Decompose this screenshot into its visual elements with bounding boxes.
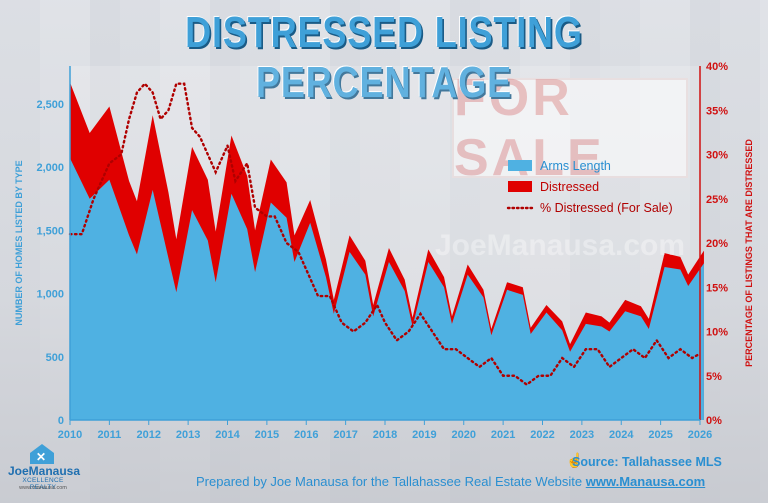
x-tick-label: 2019 xyxy=(412,429,436,441)
logo-tagline: XCELLENCE REALTY xyxy=(22,477,64,491)
x-tick-label: 2014 xyxy=(215,429,240,441)
source-label: Source: Tallahassee MLS xyxy=(572,455,722,469)
x-tick-label: 2017 xyxy=(333,429,357,441)
joe-manausa-logo: ✕ JoeManausa XCELLENCE REALTY www.manaus… xyxy=(8,444,81,496)
x-tick-label: 2013 xyxy=(176,429,200,441)
chart-title: DISTRESSED LISTING PERCENTAGE xyxy=(185,8,583,107)
logo-name: JoeManausa xyxy=(8,464,81,478)
left-tick-label: 1,500 xyxy=(36,225,64,237)
legend-swatch-1 xyxy=(508,181,532,192)
right-tick-label: 15% xyxy=(706,282,728,294)
for-sale-sign: FOR SALE xyxy=(452,69,688,187)
legend-label-1: Distressed xyxy=(540,180,599,194)
right-tick-label: 25% xyxy=(706,194,728,206)
right-tick-label: 5% xyxy=(706,371,722,383)
house-icon xyxy=(30,444,54,464)
x-tick-label: 2024 xyxy=(609,429,634,441)
watermark: JoeManausa.com xyxy=(435,229,685,262)
x-tick-label: 2022 xyxy=(530,429,554,441)
legend-swatch-0 xyxy=(508,160,532,171)
x-tick-label: 2010 xyxy=(58,429,82,441)
x-tick-label: 2018 xyxy=(373,429,397,441)
footer-website-link[interactable]: www.Manausa.com xyxy=(585,474,706,489)
x-tick-label: 2023 xyxy=(570,429,594,441)
footer: Prepared by Joe Manausa for the Tallahas… xyxy=(196,474,705,489)
right-tick-label: 10% xyxy=(706,327,728,339)
hand-pointer-icon: ☝ xyxy=(566,452,584,468)
x-tick-label: 2016 xyxy=(294,429,318,441)
right-tick-label: 30% xyxy=(706,150,728,162)
right-tick-label: 40% xyxy=(706,61,728,73)
left-tick-label: 500 xyxy=(46,352,64,364)
x-tick-label: 2021 xyxy=(491,429,515,441)
right-tick-label: 35% xyxy=(706,105,728,117)
logo-url: www.manausa.com xyxy=(19,485,67,491)
x-tick-label: 2011 xyxy=(97,429,121,441)
legend: Arms Length Distressed % Distressed (For S… xyxy=(506,159,673,215)
percent-distressed-line xyxy=(68,81,702,387)
right-tick-label: 20% xyxy=(706,238,728,250)
x-mark-icon: ✕ xyxy=(36,450,47,464)
left-tick-label: 2,500 xyxy=(36,99,64,111)
area-layer xyxy=(70,82,704,421)
right-axis-title: PERCENTAGE OF LISTINGS THAT ARE DISTRESS… xyxy=(744,139,754,367)
footer-prepared-by: Prepared by Joe Manausa for the Tallahas… xyxy=(196,474,583,489)
x-tick-label: 2020 xyxy=(452,429,476,441)
x-tick-label: 2015 xyxy=(255,429,279,441)
legend-label-0: Arms Length xyxy=(540,159,611,173)
arms-length-area xyxy=(70,158,704,421)
right-tick-label: 0% xyxy=(706,415,722,427)
legend-label-2: % Distressed (For Sale) xyxy=(540,201,673,215)
left-axis-title: NUMBER OF HOMES LISTED BY TYPE xyxy=(14,160,24,325)
x-tick-label: 2026 xyxy=(688,429,712,441)
left-tick-label: 1,000 xyxy=(36,289,64,301)
percent-line-layer xyxy=(68,81,702,387)
left-tick-label: 2,000 xyxy=(36,162,64,174)
left-tick-label: 0 xyxy=(58,415,64,427)
x-tick-label: 2012 xyxy=(137,429,161,441)
x-tick-label: 2025 xyxy=(648,429,672,441)
axes-layer: 0 500 1,000 1,500 2,000 2,500 0% 5% 10% 15% 20% 25%… xyxy=(14,61,754,441)
